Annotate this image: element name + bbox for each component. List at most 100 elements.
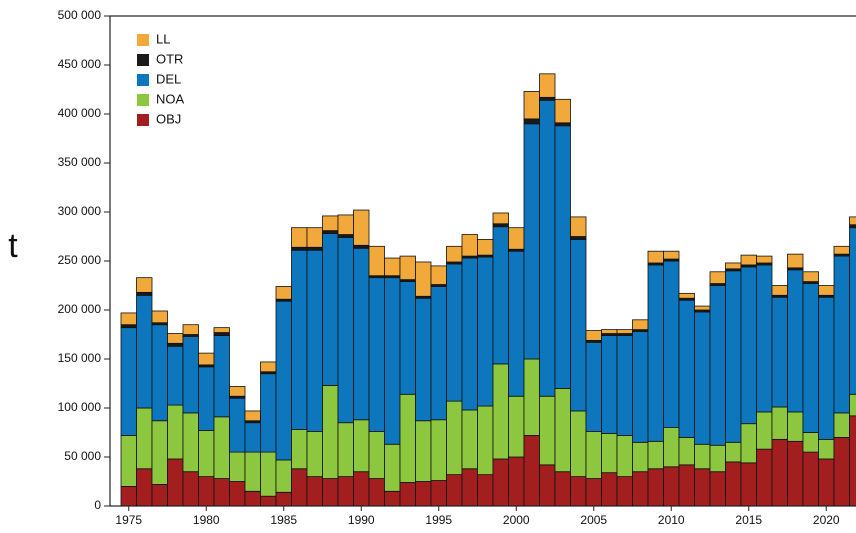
bar-segment-noa-1992 (384, 443, 401, 492)
bar-segment-otr-1987 (306, 246, 323, 251)
bar-segment-obj-1985 (275, 491, 292, 507)
bar-segment-noa-1984 (260, 451, 277, 497)
bar-segment-del-1994 (415, 297, 432, 422)
bar-segment-otr-1978 (167, 342, 184, 347)
bar-segment-noa-2018 (787, 411, 804, 442)
bar-segment-noa-1987 (306, 431, 323, 477)
bar-segment-del-1979 (182, 336, 199, 414)
bar-segment-ll-2021 (833, 245, 850, 255)
bar-segment-obj-2016 (756, 448, 773, 507)
bar-segment-otr-2002 (539, 96, 556, 101)
bar-segment-obj-2009 (647, 468, 664, 507)
bar-segment-noa-1999 (492, 363, 509, 460)
bar-segment-ll-2005 (585, 330, 602, 341)
bar-segment-noa-2017 (771, 406, 788, 440)
bar-segment-ll-2018 (787, 253, 804, 269)
plot-frame (109, 15, 856, 507)
bar-segment-obj-2003 (554, 471, 571, 507)
bar-segment-obj-2019 (802, 451, 819, 507)
bar-segment-noa-2016 (756, 411, 773, 450)
bar-segment-ll-1995 (430, 265, 447, 285)
bar-segment-obj-1995 (430, 480, 447, 507)
bar-segment-noa-1976 (136, 407, 153, 470)
bar-segment-del-1985 (275, 300, 292, 461)
bar-segment-obj-1978 (167, 458, 184, 507)
x-tick-label: 1975 (115, 513, 142, 527)
bar-segment-del-1998 (477, 256, 494, 407)
bar-segment-ll-2020 (818, 285, 835, 296)
legend-swatch-noa (137, 94, 149, 106)
legend-swatch-otr (137, 54, 149, 66)
legend-label-otr: OTR (156, 51, 183, 66)
bar-segment-noa-2021 (833, 412, 850, 438)
bar-segment-otr-1976 (136, 291, 153, 296)
bar-segment-noa-2007 (616, 435, 633, 478)
bar-segment-ll-1980 (198, 352, 215, 366)
bar-segment-ll-2014 (725, 262, 742, 270)
y-tick-label: 350 000 (58, 155, 102, 169)
bar-segment-obj-1982 (229, 481, 246, 507)
bar-segment-obj-1992 (384, 490, 401, 507)
bar-segment-obj-2017 (771, 438, 788, 507)
bar-segment-obj-2011 (678, 464, 695, 507)
bar-segment-ll-1987 (306, 227, 323, 248)
bar-segment-ll-1978 (167, 333, 184, 344)
bar-segment-del-1980 (198, 366, 215, 431)
bar-segment-obj-2004 (570, 476, 587, 507)
bar-segment-obj-2010 (663, 466, 680, 507)
bar-segment-del-2006 (601, 335, 618, 434)
bar-segment-del-2022 (849, 227, 856, 395)
bar-segment-obj-2005 (585, 478, 602, 507)
bar-segment-noa-2015 (740, 423, 757, 464)
bar-segment-del-1976 (136, 294, 153, 409)
bar-segment-obj-1988 (322, 478, 339, 507)
x-tick-label: 2015 (735, 513, 762, 527)
bar-segment-del-2021 (833, 255, 850, 414)
bar-segment-ll-2004 (570, 216, 587, 237)
y-tick-label: 150 000 (58, 351, 102, 365)
x-tick-label: 1995 (425, 513, 452, 527)
bar-segment-del-2016 (756, 264, 773, 413)
bar-segment-ll-1979 (182, 324, 199, 335)
bar-segment-obj-2018 (787, 440, 804, 507)
bar-segment-del-2020 (818, 296, 835, 440)
bar-segment-ll-1988 (322, 215, 339, 232)
bar-segment-ll-1977 (151, 310, 168, 324)
bar-segment-del-1987 (306, 249, 323, 432)
bar-segment-ll-1993 (399, 255, 416, 281)
x-tick-label: 2000 (503, 513, 530, 527)
x-tick-label: 2020 (813, 513, 840, 527)
bar-segment-obj-2000 (508, 456, 525, 507)
bar-segment-obj-1996 (446, 474, 463, 507)
bar-segment-ll-1985 (275, 286, 292, 300)
legend-label-ll: LL (156, 31, 170, 46)
bar-segment-ll-2016 (756, 255, 773, 264)
bar-segment-noa-2000 (508, 395, 525, 458)
bar-segment-obj-2020 (818, 458, 835, 507)
bar-segment-noa-1990 (353, 419, 370, 473)
bar-segment-obj-1979 (182, 471, 199, 507)
bar-segment-noa-1980 (198, 430, 215, 478)
bar-segment-ll-1989 (337, 214, 354, 235)
bar-segment-ll-2003 (554, 98, 571, 124)
bar-segment-del-2018 (787, 269, 804, 413)
legend: LL OTR DEL NOA OBJ (137, 31, 185, 126)
bar-segment-obj-1999 (492, 458, 509, 507)
bar-segment-del-2004 (570, 239, 587, 412)
bar-segment-ll-2019 (802, 271, 819, 282)
legend-swatch-ll (137, 34, 149, 46)
bar-segment-otr-1999 (492, 223, 509, 228)
bar-segment-obj-2002 (539, 464, 556, 507)
bar-segment-noa-1983 (244, 451, 261, 492)
legend-swatch-del (137, 74, 149, 86)
bar-segment-ll-2022 (849, 216, 856, 226)
bar-segment-del-1981 (213, 335, 230, 418)
bar-segment-noa-2001 (523, 358, 540, 436)
bar-segment-ll-2008 (632, 319, 649, 330)
bar-segment-otr-2004 (570, 236, 587, 240)
x-tick-label: 1980 (193, 513, 220, 527)
bar-segment-noa-1993 (399, 393, 416, 483)
y-tick-label: 500 000 (58, 8, 102, 22)
bar-segment-obj-1977 (151, 484, 168, 507)
bar-segment-noa-2004 (570, 410, 587, 478)
